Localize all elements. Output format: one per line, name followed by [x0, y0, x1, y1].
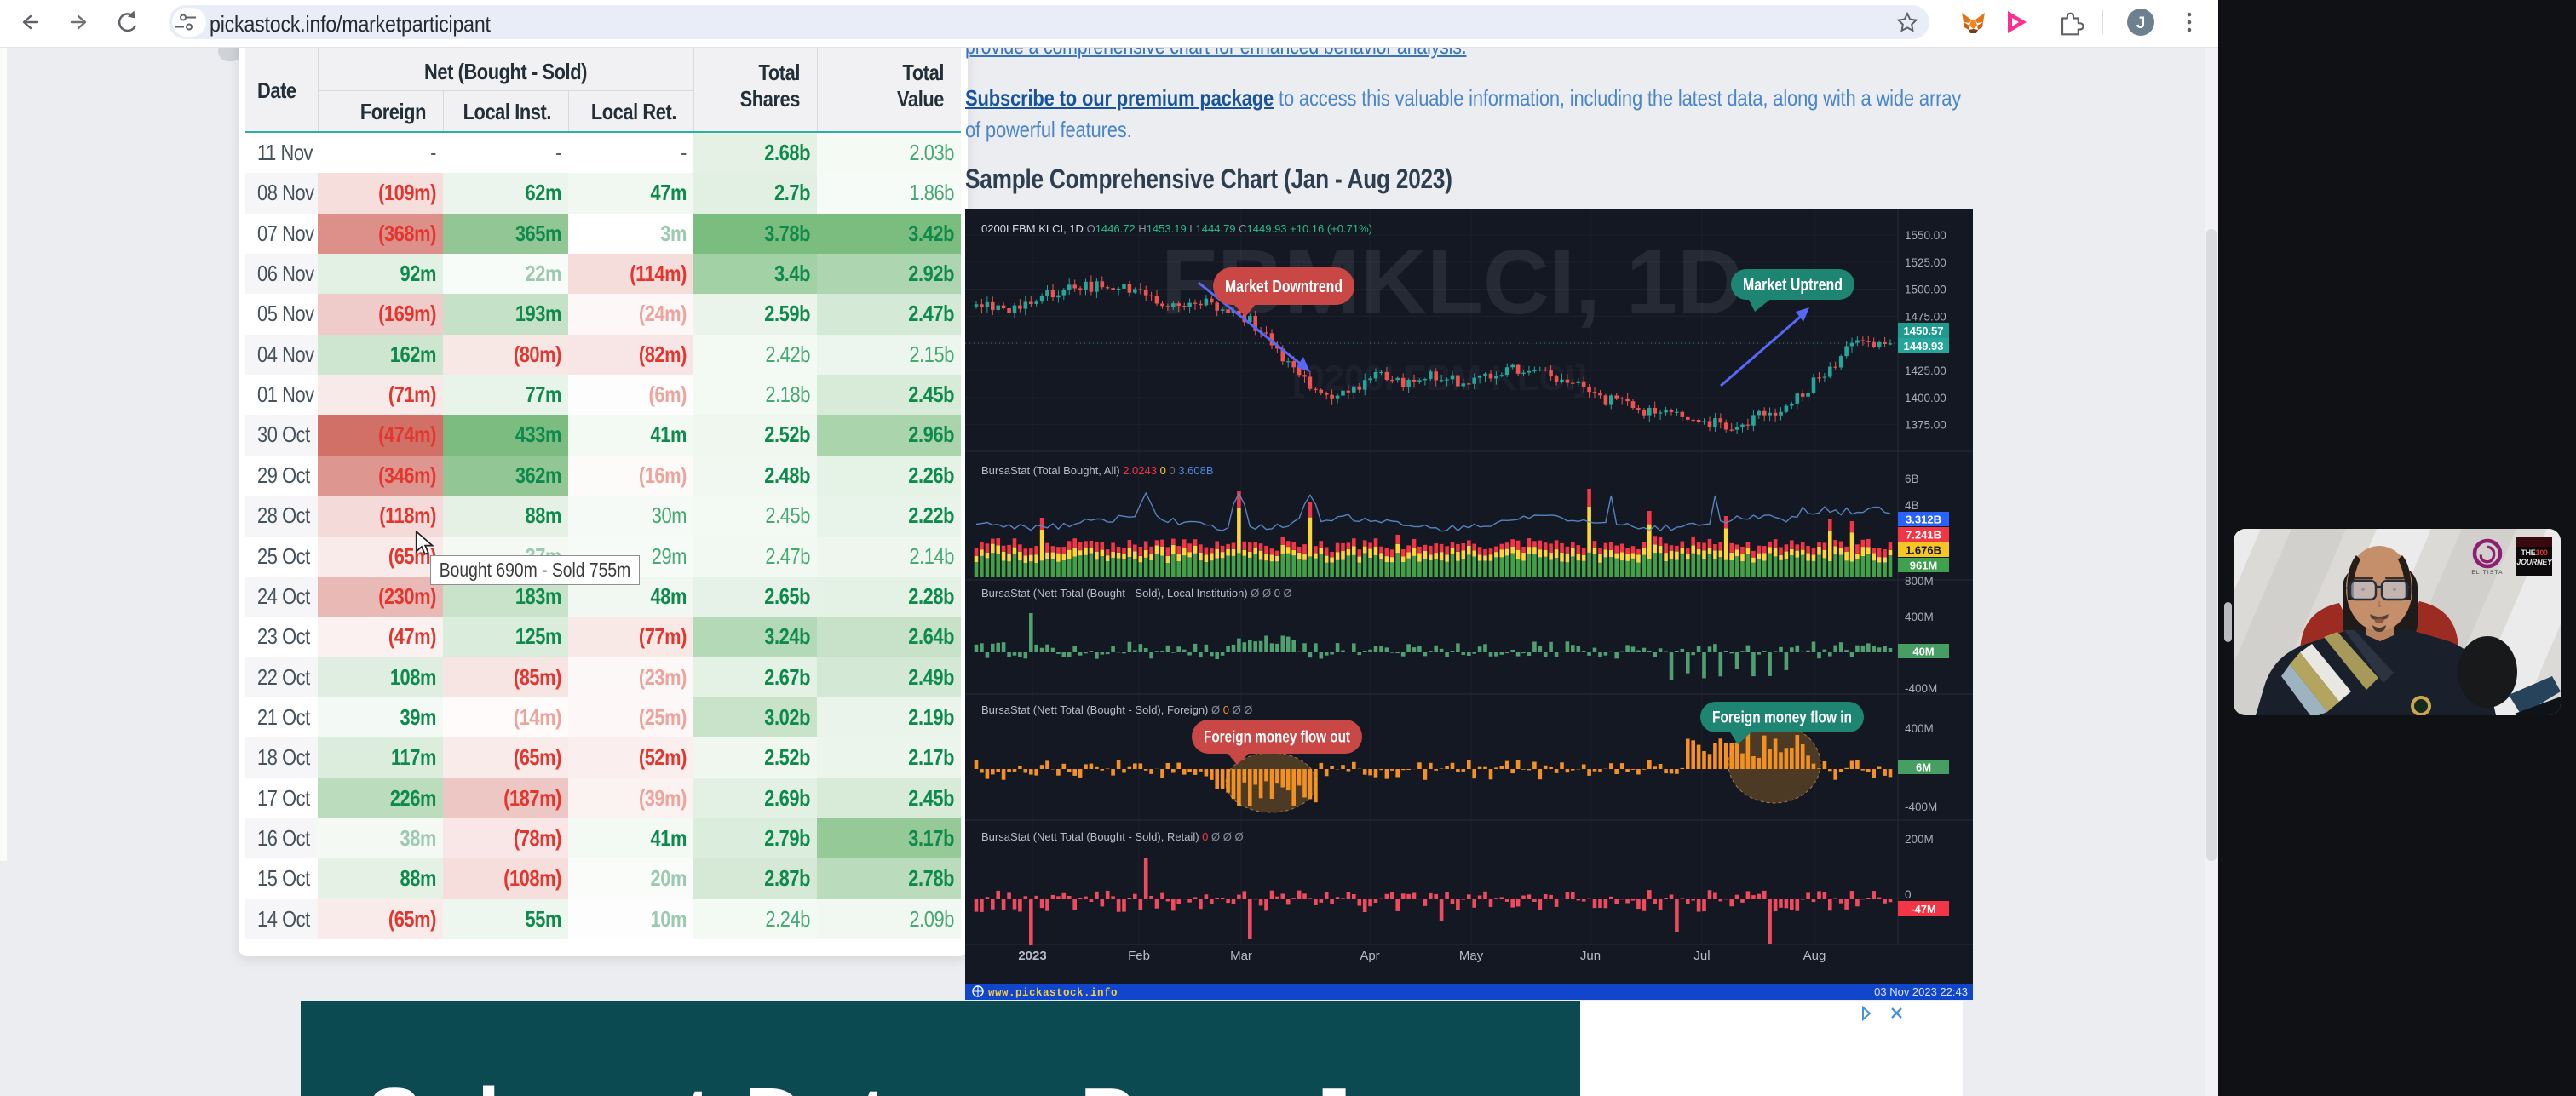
svg-text:Market Downtrend: Market Downtrend	[1225, 278, 1343, 296]
svg-text:3.312B: 3.312B	[1906, 514, 1941, 526]
svg-text:JOURNEY: JOURNEY	[2516, 558, 2553, 566]
svg-text:-400M: -400M	[1905, 682, 1937, 695]
svg-text:Mar: Mar	[1230, 949, 1252, 963]
svg-text:-47M: -47M	[1911, 903, 1936, 915]
svg-text:Foreign money flow in: Foreign money flow in	[1712, 709, 1852, 727]
svg-text:6M: 6M	[1916, 761, 1931, 774]
svg-text:THE100: THE100	[2521, 548, 2548, 557]
svg-text:200M: 200M	[1905, 833, 1934, 846]
svg-text:1449.93: 1449.93	[1904, 340, 1944, 353]
svg-text:40M: 40M	[1912, 646, 1934, 658]
svg-text:03 Nov 2023 22:43: 03 Nov 2023 22:43	[1874, 985, 1968, 998]
svg-text:Market Uptrend: Market Uptrend	[1743, 276, 1843, 295]
svg-text:6B: 6B	[1905, 473, 1919, 485]
svg-text:Jun: Jun	[1580, 949, 1601, 963]
svg-text:1500.00: 1500.00	[1905, 284, 1946, 296]
svg-text:400M: 400M	[1905, 611, 1934, 623]
svg-text:J: J	[2136, 14, 2146, 32]
svg-text:1400.00: 1400.00	[1905, 392, 1946, 405]
svg-text:1475.00: 1475.00	[1905, 310, 1946, 323]
svg-text:7.241B: 7.241B	[1906, 529, 1941, 542]
svg-text:400M: 400M	[1905, 722, 1934, 735]
svg-text:1525.00: 1525.00	[1905, 256, 1946, 269]
svg-text:Jul: Jul	[1693, 949, 1710, 963]
svg-text:0200I FBM KLCI, 1D O1446.72 H1: 0200I FBM KLCI, 1D O1446.72 H1453.19 L14…	[981, 222, 1372, 235]
svg-text:BursaStat (Total Bought, All): BursaStat (Total Bought, All) 2.0243 0 0…	[981, 464, 1213, 477]
svg-text:Apr: Apr	[1360, 949, 1379, 963]
svg-text:www.pickastock.info: www.pickastock.info	[988, 987, 1118, 999]
svg-text:Feb: Feb	[1128, 949, 1150, 963]
svg-text:961M: 961M	[1910, 559, 1938, 572]
svg-text:1550.00: 1550.00	[1905, 229, 1946, 242]
svg-text:1375.00: 1375.00	[1905, 419, 1946, 432]
svg-text:BursaStat (Nett Total (Bought: BursaStat (Nett Total (Bought - Sold), L…	[981, 587, 1292, 600]
svg-text:2023: 2023	[1018, 949, 1046, 963]
svg-text:-400M: -400M	[1905, 800, 1937, 813]
svg-text:1.676B: 1.676B	[1906, 544, 1941, 557]
svg-text:800M: 800M	[1905, 575, 1934, 588]
svg-text:Foreign money flow out: Foreign money flow out	[1204, 729, 1351, 747]
svg-text:0: 0	[1905, 888, 1912, 901]
svg-text:1450.57: 1450.57	[1904, 324, 1944, 337]
svg-text:May: May	[1459, 949, 1484, 963]
svg-text:Aug: Aug	[1803, 949, 1826, 963]
svg-text:1425.00: 1425.00	[1905, 364, 1946, 377]
svg-text:4B: 4B	[1905, 499, 1919, 512]
svg-text:ELITISTA: ELITISTA	[2471, 570, 2503, 576]
svg-text:BursaStat (Nett Total (Bought: BursaStat (Nett Total (Bought - Sold), F…	[981, 703, 1252, 716]
svg-text:BursaStat (Nett Total (Bought: BursaStat (Nett Total (Bought - Sold), R…	[981, 830, 1244, 843]
